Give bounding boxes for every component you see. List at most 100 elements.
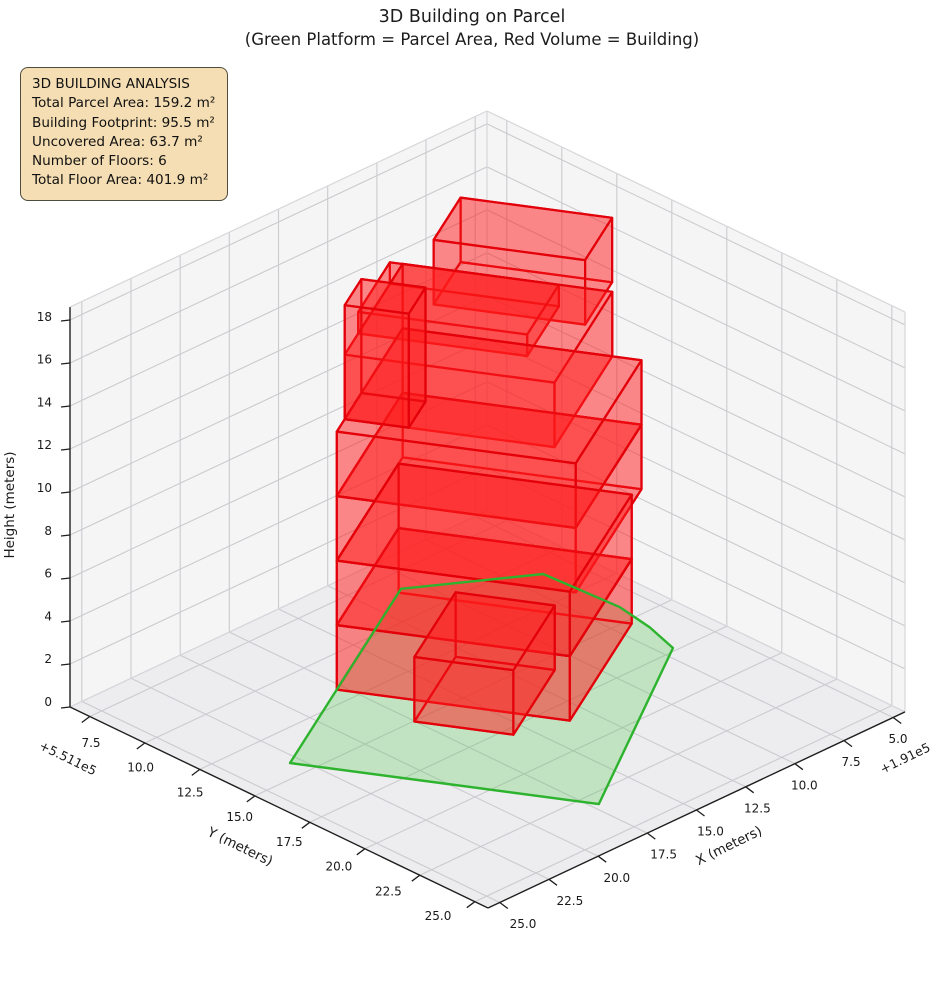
grid-z-right <box>486 123 906 326</box>
building-floor-5 <box>553 290 614 449</box>
info-line-footprint: Building Footprint: 95.5 m² <box>32 114 215 131</box>
x-tick <box>843 740 853 748</box>
building-floor-1-annex <box>512 604 556 736</box>
y-tick-label: 15.0 <box>226 810 253 824</box>
z-tick <box>60 620 71 623</box>
grid-z-right <box>486 209 906 412</box>
grid-z-left <box>69 295 488 493</box>
info-box-header: 3D BUILDING ANALYSIS <box>32 76 190 92</box>
x-tick-label: 15.0 <box>697 825 724 839</box>
grid-y-floor <box>254 599 673 797</box>
z-tick-label: 14 <box>37 395 52 409</box>
x-tick <box>646 832 656 840</box>
z-tick <box>60 577 71 580</box>
y-tick <box>81 715 91 724</box>
z-tick <box>60 491 71 494</box>
parcel-outline <box>288 572 675 806</box>
building-floor-6-top <box>583 216 614 326</box>
z-tick <box>60 448 71 451</box>
x-tick-label: 12.5 <box>744 801 771 815</box>
y-tick-label: 7.5 <box>81 736 100 750</box>
x-tick <box>892 716 902 725</box>
z-tick-label: 8 <box>44 524 52 538</box>
building-floor-6-tower <box>407 286 427 429</box>
z-tick-label: 18 <box>37 310 52 324</box>
grid-x-floor <box>229 631 648 834</box>
grid-x-floor <box>179 654 599 857</box>
y-tick-label: 22.5 <box>375 884 402 898</box>
y-tick <box>411 874 421 882</box>
z-tick-label: 4 <box>44 609 52 623</box>
y-tick <box>356 848 366 856</box>
y-tick-label: 20.0 <box>326 860 353 874</box>
x-tick-label: 17.5 <box>650 848 677 862</box>
grid-x-floor <box>81 700 501 903</box>
grid-y-floor <box>89 519 508 717</box>
grid-z-right <box>486 424 906 627</box>
grid-z-left <box>69 209 488 407</box>
y-tick-label: 25.0 <box>425 909 452 923</box>
z-tick-label: 0 <box>44 695 52 709</box>
pane-edge <box>486 110 906 313</box>
building-floor-1-annex <box>413 655 515 736</box>
y-tick <box>191 768 201 776</box>
grid-z-left <box>69 123 488 321</box>
z-tick <box>60 319 71 322</box>
z-tick <box>60 405 71 408</box>
x-tick-label: 10.0 <box>791 778 818 792</box>
x-tick-label: 20.0 <box>603 871 630 885</box>
grid-x-floor <box>474 516 894 718</box>
grid-z-left <box>69 166 488 364</box>
y-tick-label: 17.5 <box>276 835 303 849</box>
grid-z-left <box>69 424 488 622</box>
grid-z-right <box>486 166 906 369</box>
analysis-info-box: 3D BUILDING ANALYSIS Total Parcel Area: … <box>20 67 229 201</box>
grid-z-right <box>486 338 906 541</box>
info-line-floors: Number of Floors: 6 <box>32 153 167 170</box>
grid-y-floor <box>474 705 893 903</box>
building-floor-6-tower <box>343 304 410 429</box>
y-tick-label: 10.0 <box>127 761 154 775</box>
chart-title: 3D Building on Parcel <box>378 7 566 27</box>
x-axis-spine <box>487 711 906 909</box>
z-tick-label: 2 <box>44 652 52 666</box>
grid-x-floor <box>130 677 550 880</box>
grid-y-floor <box>419 678 838 876</box>
y-axis-spine <box>69 706 489 909</box>
x-tick-label: 7.5 <box>842 755 861 769</box>
grid-z-right <box>486 381 906 584</box>
grid-z-right <box>486 295 906 498</box>
y-tick <box>136 742 146 750</box>
x-tick-label: 5.0 <box>888 732 907 746</box>
x-tick-label: 22.5 <box>557 894 584 908</box>
x-tick <box>696 809 705 817</box>
z-tick <box>60 663 71 666</box>
x-tick <box>499 901 509 910</box>
z-tick-label: 16 <box>37 353 52 367</box>
y-tick <box>246 795 256 803</box>
grid-x-floor <box>425 539 845 742</box>
y-tick <box>301 821 311 829</box>
grid-y-floor <box>309 625 728 823</box>
z-axis-label: Height (meters) <box>2 451 18 559</box>
x-tick <box>597 855 607 863</box>
z-tick-label: 6 <box>44 567 52 581</box>
grid-z-left <box>69 467 488 665</box>
pane-edge <box>486 510 906 713</box>
y-tick <box>466 901 476 909</box>
z-tick <box>60 534 71 537</box>
grid-x-floor <box>327 585 746 788</box>
pane-edge <box>69 510 488 708</box>
info-line-floor-area: Total Floor Area: 401.9 m² <box>32 172 209 189</box>
chart-subtitle: (Green Platform = Parcel Area, Red Volum… <box>244 30 700 49</box>
building-floor-2 <box>568 493 633 658</box>
x-tick <box>745 786 755 794</box>
z-tick <box>60 706 71 709</box>
grid-y-floor <box>364 652 783 850</box>
z-tick <box>60 362 71 365</box>
pane-edge <box>69 110 488 308</box>
grid-x-floor <box>376 562 796 765</box>
x-tick <box>548 878 558 886</box>
